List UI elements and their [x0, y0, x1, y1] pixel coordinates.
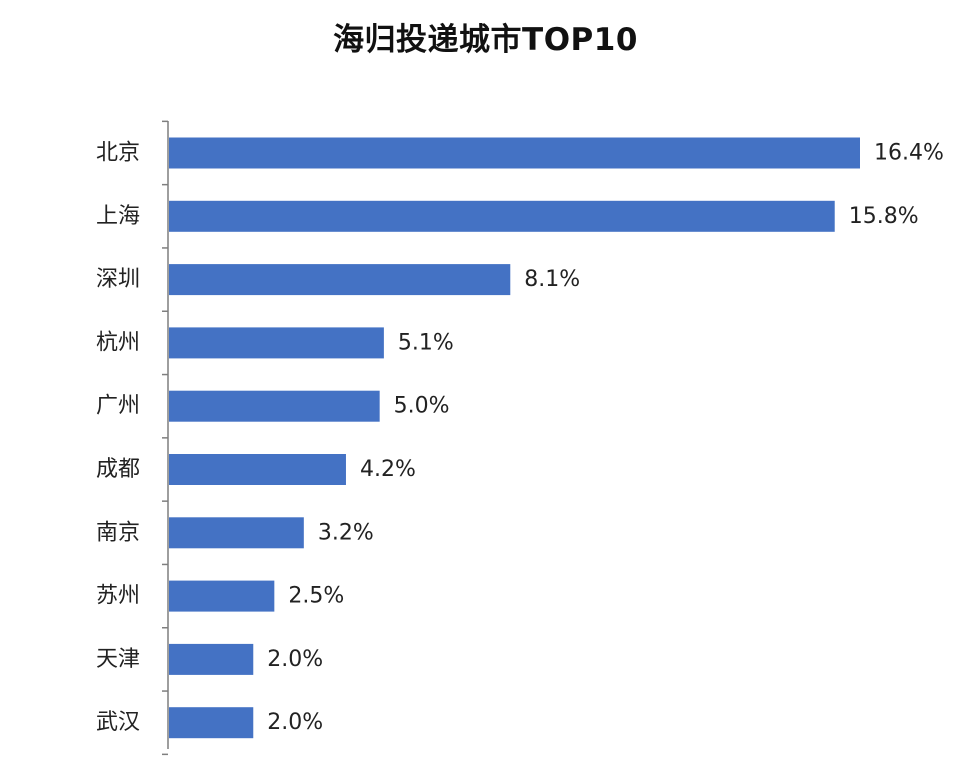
bar: [169, 517, 304, 549]
chart-title: 海归投递城市TOP10: [333, 22, 638, 58]
category-label: 南京: [96, 520, 140, 545]
data-label: 5.0%: [394, 394, 450, 419]
bar: [169, 137, 860, 169]
bar: [169, 200, 835, 232]
category-label: 武汉: [96, 710, 140, 735]
category-label: 成都: [96, 457, 140, 482]
bar: [169, 580, 275, 612]
bar: [169, 643, 254, 675]
category-label: 天津: [96, 647, 140, 672]
data-label: 8.1%: [524, 267, 580, 292]
category-label: 上海: [96, 204, 140, 229]
data-label: 3.2%: [318, 520, 374, 545]
bar: [169, 327, 384, 359]
data-label: 4.2%: [360, 457, 416, 482]
data-label: 15.8%: [849, 204, 919, 229]
bar: [169, 454, 346, 485]
data-label: 16.4%: [874, 141, 944, 166]
category-label: 杭州: [96, 330, 140, 355]
category-label: 广州: [96, 394, 140, 419]
bar: [169, 707, 254, 739]
bar: [169, 264, 511, 296]
bar: [169, 390, 380, 422]
data-label: 5.1%: [398, 330, 454, 355]
data-label: 2.0%: [267, 647, 323, 672]
data-label: 2.0%: [267, 710, 323, 735]
category-label: 北京: [96, 141, 140, 166]
category-label: 深圳: [96, 267, 140, 292]
category-label: 苏州: [96, 584, 140, 609]
data-label: 2.5%: [288, 584, 344, 609]
